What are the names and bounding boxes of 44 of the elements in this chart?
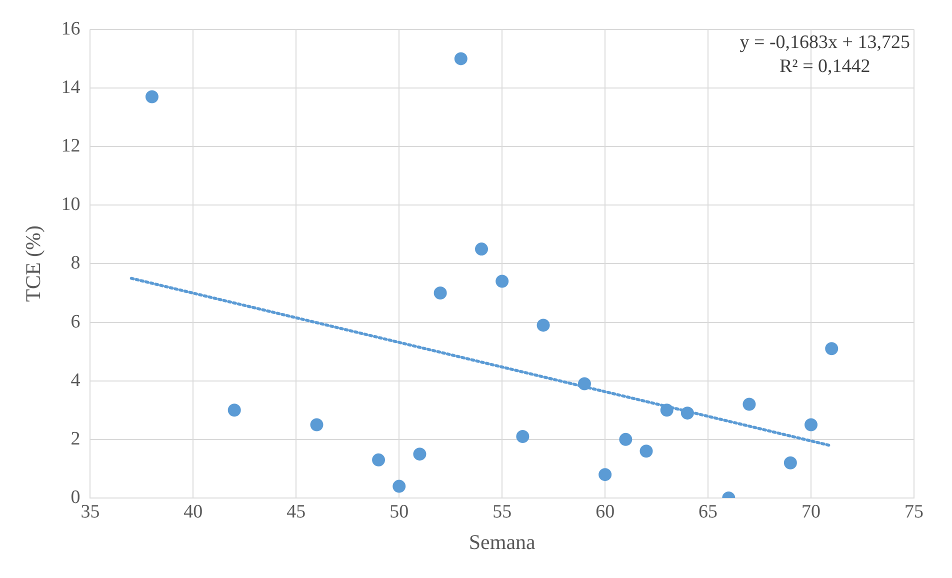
x-tick-label: 50 bbox=[390, 501, 409, 522]
point bbox=[434, 286, 447, 300]
x-tick-label: 55 bbox=[492, 501, 512, 522]
x-axis-title: Semana bbox=[468, 530, 536, 554]
y-tick-label: 14 bbox=[61, 76, 81, 98]
y-tick-label: 6 bbox=[70, 311, 80, 332]
point bbox=[784, 456, 797, 470]
point bbox=[496, 274, 509, 288]
point bbox=[536, 318, 550, 332]
x-tick-label: 75 bbox=[904, 501, 924, 522]
point bbox=[516, 430, 530, 443]
y-tick-label: 12 bbox=[61, 136, 80, 157]
y-tick-label: 16 bbox=[61, 18, 80, 40]
x-tick-label: 65 bbox=[698, 501, 718, 522]
y-tick-label: 2 bbox=[70, 428, 80, 450]
point bbox=[742, 398, 756, 411]
point bbox=[680, 406, 694, 420]
x-tick-label: 35 bbox=[80, 501, 100, 522]
point bbox=[825, 342, 838, 356]
point bbox=[598, 468, 612, 482]
point bbox=[640, 444, 653, 458]
point bbox=[454, 52, 468, 66]
point bbox=[660, 404, 674, 417]
point bbox=[228, 404, 241, 417]
point bbox=[145, 90, 158, 104]
y-tick-label: 10 bbox=[61, 194, 80, 216]
y-axis-title: TCE (%) bbox=[21, 225, 46, 302]
x-tick-label: 40 bbox=[184, 501, 203, 522]
point bbox=[578, 377, 591, 390]
point bbox=[619, 432, 632, 446]
point bbox=[372, 453, 386, 466]
annotation: R² = 0,1442 bbox=[779, 56, 870, 77]
point bbox=[310, 418, 324, 432]
point bbox=[475, 242, 488, 256]
y-tick-label: 4 bbox=[70, 370, 81, 391]
x-tick-label: 45 bbox=[286, 501, 306, 522]
y-tick-label: 8 bbox=[70, 252, 80, 274]
point bbox=[413, 448, 426, 461]
annotation: y = -0,1683x + 13,725 bbox=[740, 32, 910, 53]
y-tick-label: 0 bbox=[70, 486, 80, 508]
x-tick-label: 70 bbox=[802, 501, 821, 522]
point bbox=[392, 480, 406, 493]
point bbox=[804, 418, 818, 432]
x-tick-label: 60 bbox=[596, 501, 615, 522]
